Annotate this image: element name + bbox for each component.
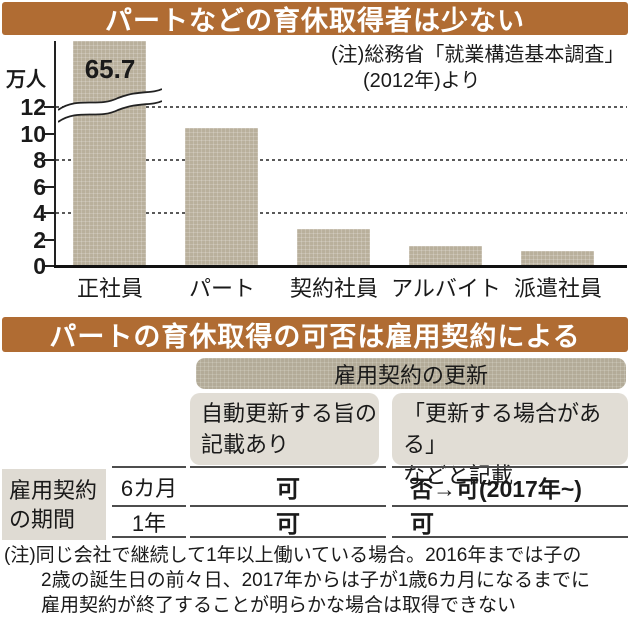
- chart-source-note-line2: (2012年)より: [363, 70, 481, 92]
- y-tick: [44, 159, 54, 161]
- table-rule: [190, 536, 386, 538]
- chart-bar: [297, 229, 370, 265]
- table-col-header-1-line2: 記載あり: [201, 432, 290, 457]
- table-rule: [392, 536, 628, 538]
- table-footnote-line2: 2歳の誕生日の前々日、2017年からは子が1歳6カ月になるまでに: [41, 570, 590, 591]
- chart-bar: [73, 41, 146, 265]
- table-cell-col2-row2: 可: [410, 511, 434, 538]
- table-col-header-2: 「更新する場合がある」 などと記載: [392, 393, 628, 488]
- gridline-4: [56, 212, 627, 214]
- y-axis-unit-label: 万人: [6, 69, 46, 91]
- y-tick-label: 6: [33, 174, 46, 200]
- table-footnote-line3: 雇用契約が終了することが明らかな場合は取得できない: [41, 595, 517, 616]
- chart-source-note: (注)総務省「就業構造基本調査」 (2012年)より: [331, 42, 627, 94]
- category-label: 派遣社員: [513, 276, 602, 301]
- section1-title-bar: パートなどの育休取得者は少ない: [2, 2, 628, 36]
- table-span-header: 雇用契約の更新: [196, 358, 626, 389]
- table-col-header-2-line1: 「更新する場合がある」: [403, 401, 602, 457]
- y-tick-label: 10: [20, 121, 46, 147]
- chart-bar: [185, 128, 258, 265]
- chart-bar: [409, 246, 482, 265]
- y-tick: [44, 186, 54, 188]
- y-tick-label: 4: [33, 200, 46, 226]
- table-row-group-header-line1: 雇用契約: [9, 477, 98, 503]
- bar-value-label: 65.7: [84, 54, 136, 84]
- table-cell-col1-row2: 可: [276, 511, 300, 538]
- table-rule: [392, 466, 628, 468]
- table-row-group-header-line2: の期間: [9, 506, 76, 532]
- category-label: パート: [188, 276, 255, 301]
- table-rule: [112, 466, 186, 468]
- axis-break-icon: [57, 86, 163, 126]
- table-rule: [112, 505, 186, 507]
- category-label: 正社員: [76, 276, 143, 301]
- table-footnote-line1: (注)同じ会社で継続して1年以上働いている場合。2016年までは子の: [4, 545, 582, 566]
- table-col-header-1: 自動更新する旨の 記載あり: [190, 393, 379, 465]
- table-col-header-1-line1: 自動更新する旨の: [201, 401, 378, 426]
- chart-bar: [521, 251, 594, 265]
- table-rule: [392, 505, 628, 507]
- y-tick-label: 0: [33, 253, 46, 279]
- y-tick-label: 8: [33, 147, 46, 173]
- category-label: 契約社員: [289, 276, 378, 301]
- y-tick: [44, 239, 54, 241]
- table-rule: [112, 536, 186, 538]
- x-axis: [54, 265, 627, 268]
- chart-source-note-line1: (注)総務省「就業構造基本調査」: [331, 44, 625, 66]
- y-tick: [44, 106, 54, 108]
- section2-title-bar: パートの育休取得の可否は雇用契約による: [2, 317, 628, 352]
- table-cell-col2-row1: 否→可(2017年~): [410, 475, 582, 502]
- table-rule: [190, 466, 386, 468]
- y-tick-label: 12: [20, 94, 46, 120]
- table-rule: [190, 505, 386, 507]
- y-tick: [44, 212, 54, 214]
- table-footnote: (注)同じ会社で継続して1年以上働いている場合。2016年までは子の 2歳の誕生…: [4, 543, 628, 618]
- gridline-12: [56, 106, 627, 108]
- table-cell-period-row2: 1年: [131, 510, 167, 536]
- y-axis: [54, 41, 56, 267]
- bar-chart: 0 2 4 6 8 10 12 正社員 65.7 パート 契約社員 アルバイト 派遣社員: [0, 0, 630, 310]
- table-row-group-header: 雇用契約 の期間: [2, 469, 106, 540]
- table-cell-period-row1: 6カ月: [120, 475, 178, 501]
- category-label: アルバイト: [391, 276, 501, 301]
- y-tick: [44, 133, 54, 135]
- y-tick-label: 2: [33, 227, 46, 253]
- y-tick: [44, 265, 54, 267]
- gridline-8: [56, 159, 627, 161]
- table-cell-col1-row1: 可: [276, 476, 300, 503]
